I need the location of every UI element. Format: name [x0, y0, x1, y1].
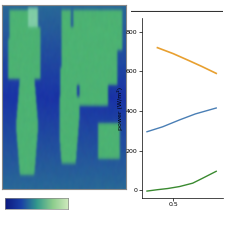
Y-axis label: power (W/m²): power (W/m²) [117, 86, 123, 130]
